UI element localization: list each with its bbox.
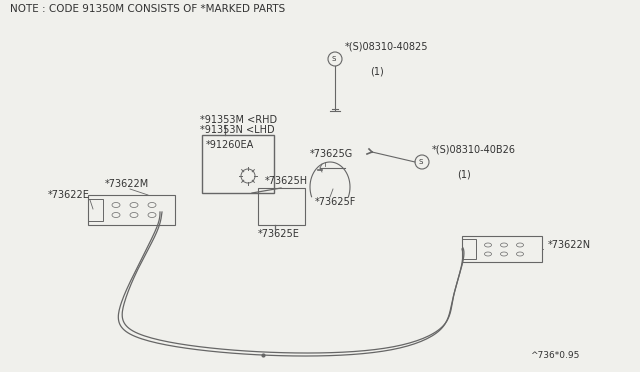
Text: S: S (332, 56, 336, 62)
Text: *73622N: *73622N (548, 240, 591, 250)
Bar (462, 236, 542, 262)
Text: *73625G: *73625G (310, 149, 353, 159)
Bar (88, 199, 103, 221)
Text: NOTE : CODE 91350M CONSISTS OF *MARKED PARTS: NOTE : CODE 91350M CONSISTS OF *MARKED P… (10, 4, 285, 14)
Text: *73622E: *73622E (48, 190, 90, 200)
Text: S: S (419, 159, 423, 165)
Bar (258, 188, 305, 225)
Text: *91260EA: *91260EA (206, 140, 254, 150)
Text: ^736*0.95: ^736*0.95 (530, 351, 579, 360)
Text: *91353N <LHD: *91353N <LHD (200, 125, 275, 135)
Text: *73625H: *73625H (265, 176, 308, 186)
Text: *73622M: *73622M (105, 179, 149, 189)
Bar (462, 239, 476, 259)
Bar (202, 135, 274, 193)
Text: *91353M <RHD: *91353M <RHD (200, 115, 277, 125)
Bar (88, 195, 175, 225)
Text: *(S)08310-40B26: *(S)08310-40B26 (432, 144, 516, 154)
Text: (1): (1) (457, 169, 471, 179)
Text: *73625F: *73625F (315, 197, 356, 207)
Text: *73625E: *73625E (258, 229, 300, 239)
Text: *(S)08310-40825: *(S)08310-40825 (345, 41, 429, 51)
Text: (1): (1) (370, 66, 384, 76)
